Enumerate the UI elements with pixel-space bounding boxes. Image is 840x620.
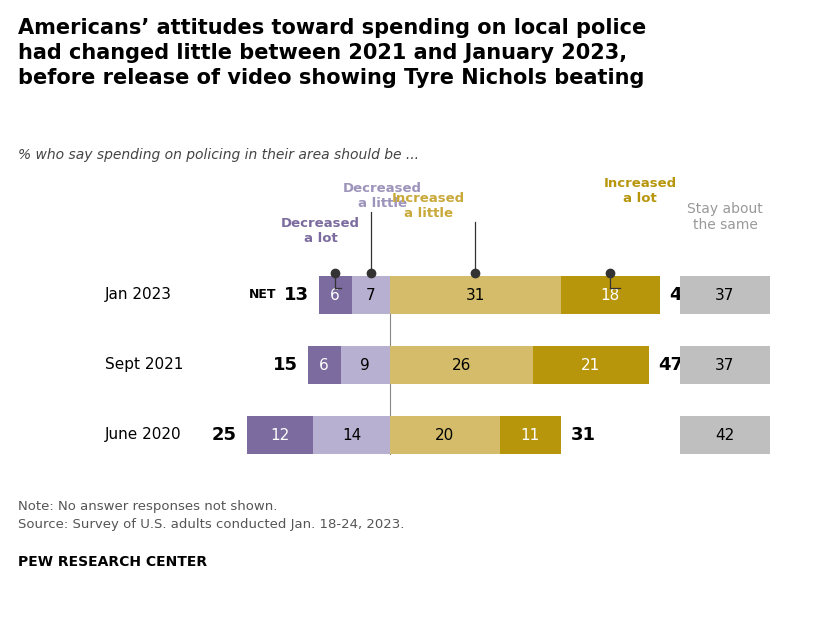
Text: 31: 31: [570, 426, 596, 444]
Text: 12: 12: [270, 428, 290, 443]
Text: Decreased
a lot: Decreased a lot: [281, 217, 360, 245]
Text: Stay about
the same: Stay about the same: [687, 202, 763, 232]
Text: NET: NET: [249, 288, 276, 301]
Text: 7: 7: [366, 288, 375, 303]
Text: 11: 11: [521, 428, 540, 443]
Bar: [680, 276, 770, 314]
Text: 13: 13: [284, 286, 308, 304]
Bar: [533, 346, 648, 384]
Bar: [560, 276, 659, 314]
Text: 37: 37: [716, 358, 735, 373]
Bar: [680, 416, 770, 454]
Text: Increased
a little: Increased a little: [391, 192, 465, 220]
Bar: [351, 276, 390, 314]
Bar: [247, 416, 313, 454]
Text: 37: 37: [716, 288, 735, 303]
Text: 31: 31: [465, 288, 485, 303]
Text: 14: 14: [342, 428, 361, 443]
Text: 6: 6: [319, 358, 329, 373]
Text: 47: 47: [659, 356, 684, 374]
Text: PEW RESEARCH CENTER: PEW RESEARCH CENTER: [18, 555, 207, 569]
Bar: [680, 346, 770, 384]
Bar: [390, 276, 560, 314]
Text: 25: 25: [212, 426, 237, 444]
Bar: [390, 416, 500, 454]
Text: 20: 20: [435, 428, 454, 443]
Text: 15: 15: [272, 356, 297, 374]
Text: Americans’ attitudes toward spending on local police
had changed little between : Americans’ attitudes toward spending on …: [18, 18, 646, 87]
Bar: [318, 276, 351, 314]
Text: Sept 2021: Sept 2021: [105, 358, 183, 373]
Text: 9: 9: [360, 358, 370, 373]
Text: Note: No answer responses not shown.
Source: Survey of U.S. adults conducted Jan: Note: No answer responses not shown. Sou…: [18, 500, 404, 531]
Text: 42: 42: [716, 428, 735, 443]
Text: Decreased
a little: Decreased a little: [344, 182, 423, 210]
Text: June 2020: June 2020: [105, 428, 181, 443]
Text: 26: 26: [452, 358, 471, 373]
Bar: [390, 346, 533, 384]
Text: 6: 6: [330, 288, 340, 303]
Bar: [313, 416, 390, 454]
Text: 21: 21: [581, 358, 601, 373]
Text: NET: NET: [701, 288, 729, 301]
Text: 49: 49: [669, 286, 695, 304]
Text: Jan 2023: Jan 2023: [105, 288, 172, 303]
Bar: [340, 346, 390, 384]
Bar: [307, 346, 340, 384]
Text: % who say spending on policing in their area should be ...: % who say spending on policing in their …: [18, 148, 419, 162]
Text: Increased
a lot: Increased a lot: [603, 177, 676, 205]
Bar: [500, 416, 560, 454]
Text: 18: 18: [601, 288, 620, 303]
